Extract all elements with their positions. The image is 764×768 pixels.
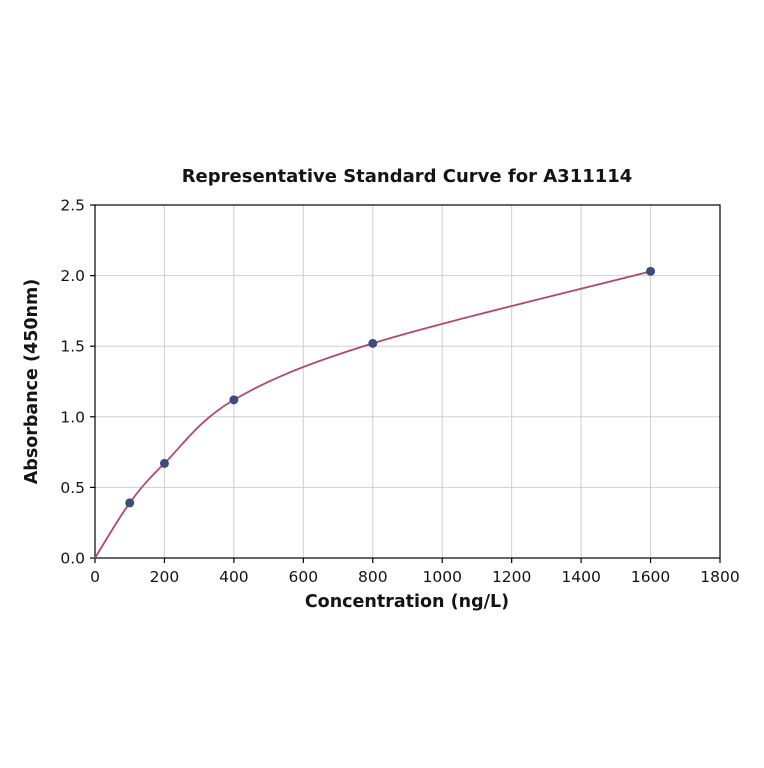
x-tick-label: 1200 bbox=[492, 568, 531, 586]
y-tick-label: 0.0 bbox=[60, 550, 85, 568]
tick-labels: 0 200 400 600 800 1000 1200 1400 1600 1800 0.0 0.5 1… bbox=[60, 197, 739, 587]
data-point bbox=[125, 498, 135, 508]
y-tick-label: 0.5 bbox=[60, 479, 85, 497]
axis-ticks bbox=[90, 204, 721, 563]
x-tick-label: 200 bbox=[150, 568, 180, 586]
x-tick-label: 0 bbox=[90, 568, 100, 586]
y-tick-label: 2.5 bbox=[60, 197, 85, 215]
data-points bbox=[125, 266, 656, 508]
x-tick-label: 800 bbox=[358, 568, 388, 586]
y-tick-label: 2.0 bbox=[60, 267, 85, 285]
x-tick-label: 1800 bbox=[700, 568, 739, 586]
x-tick-label: 1600 bbox=[631, 568, 670, 586]
y-tick-label: 1.5 bbox=[60, 338, 85, 356]
x-axis-label: Concentration (ng/L) bbox=[305, 592, 509, 612]
plot-border bbox=[94, 204, 721, 559]
x-tick-label: 1000 bbox=[422, 568, 461, 586]
data-point bbox=[646, 266, 656, 276]
chart-title: Representative Standard Curve for A31111… bbox=[182, 166, 633, 187]
x-tick-label: 1400 bbox=[561, 568, 600, 586]
data-point bbox=[368, 338, 378, 348]
x-tick-label: 600 bbox=[289, 568, 319, 586]
data-point bbox=[229, 395, 239, 405]
gridlines bbox=[94, 204, 721, 559]
y-tick-label: 1.0 bbox=[60, 408, 85, 426]
data-point bbox=[159, 458, 169, 468]
y-axis-label: Absorbance (450nm) bbox=[22, 279, 42, 485]
x-tick-label: 400 bbox=[219, 568, 249, 586]
